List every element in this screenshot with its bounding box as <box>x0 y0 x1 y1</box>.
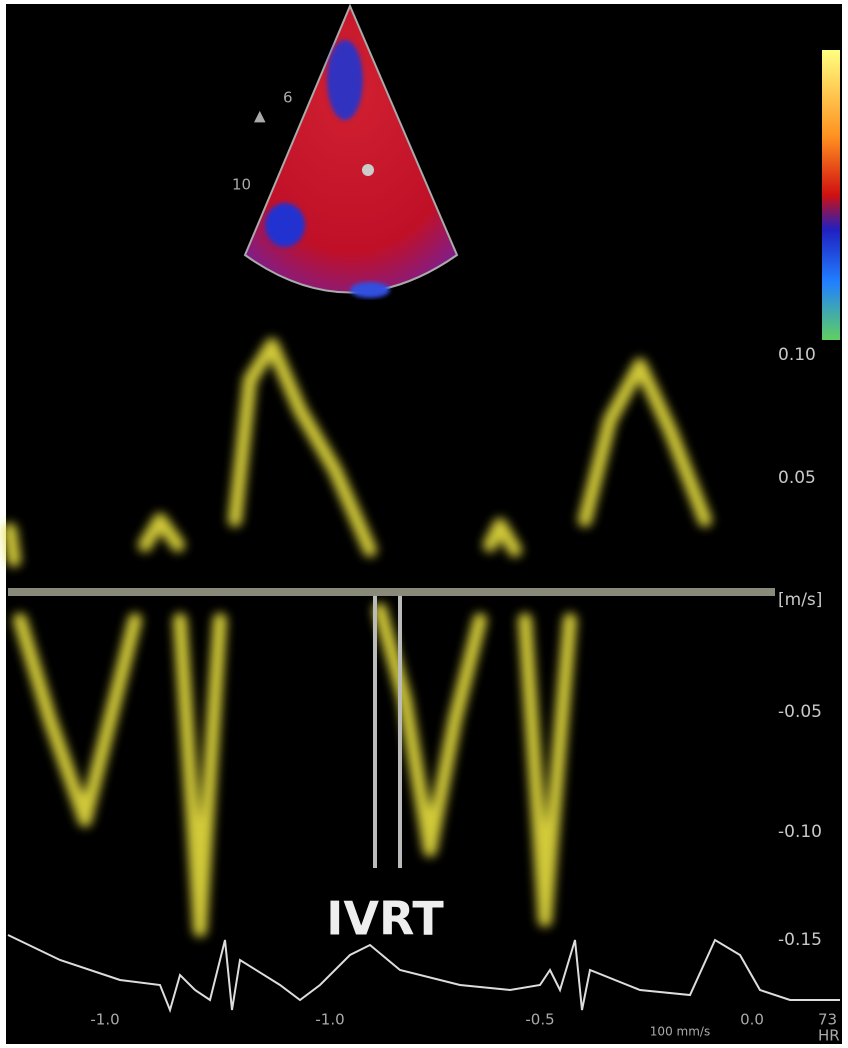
depth-label: 6 <box>283 89 293 107</box>
heart-rate-label: HR <box>818 1027 840 1045</box>
time-label: -1.0 <box>90 1011 119 1029</box>
scale-label: -0.05 <box>778 702 822 722</box>
ultrasound-screen: ▲ 6 10 IVRT 0.10 0.05 [m/s] -0.05 -0.10 … <box>0 0 848 1048</box>
time-label: -0.5 <box>525 1011 554 1029</box>
display-background <box>6 4 842 1044</box>
time-label: 0.0 <box>740 1011 764 1029</box>
scale-label: 0.10 <box>778 345 816 365</box>
ivrt-label: IVRT <box>326 892 444 946</box>
scale-label: [m/s] <box>778 590 822 610</box>
color-bar <box>822 50 840 340</box>
scale-label: -0.15 <box>778 930 822 950</box>
scale-label: 0.05 <box>778 468 816 488</box>
depth-label: 10 <box>232 176 251 194</box>
scale-label: -0.10 <box>778 822 822 842</box>
time-label: -1.0 <box>315 1011 344 1029</box>
sector-marker: ▲ <box>254 107 266 125</box>
sweep-speed: 100 mm/s <box>650 1025 710 1039</box>
